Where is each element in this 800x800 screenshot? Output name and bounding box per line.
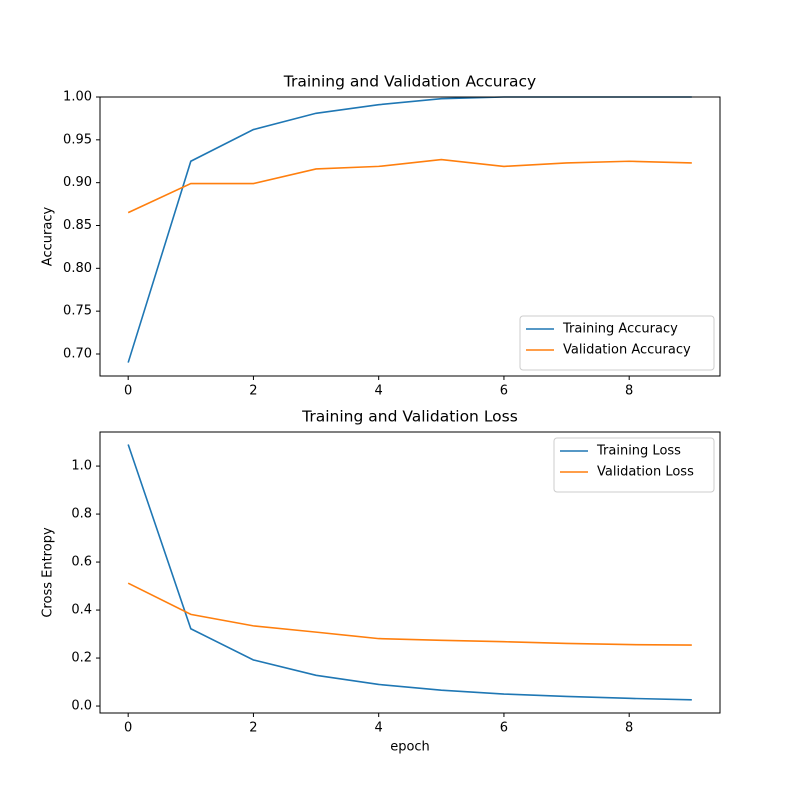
y-axis-label: Accuracy xyxy=(41,207,56,267)
x-tick-label: 4 xyxy=(375,384,383,399)
y-tick-label: 0.6 xyxy=(71,555,92,570)
y-tick-label: 0.90 xyxy=(63,175,92,190)
plot-frame xyxy=(99,431,721,714)
y-tick-label: 0.75 xyxy=(63,304,92,319)
x-tick-label: 6 xyxy=(500,384,508,399)
y-tick-label: 1.0 xyxy=(71,459,92,474)
legend-label: Training Loss xyxy=(596,444,681,459)
y-tick-label: 0.4 xyxy=(71,603,92,618)
plot-frame xyxy=(99,96,721,377)
x-tick-label: 0 xyxy=(124,721,132,736)
x-tick-label: 2 xyxy=(249,384,257,399)
y-tick-label: 0.0 xyxy=(71,699,92,714)
x-axis-label: epoch xyxy=(390,740,430,755)
legend-box xyxy=(553,437,715,493)
chart-title: Training and Validation Accuracy xyxy=(283,73,536,91)
x-tick-label: 6 xyxy=(500,721,508,736)
x-tick-label: 8 xyxy=(625,721,633,736)
data-line xyxy=(127,158,692,214)
data-line xyxy=(127,444,692,701)
legend-box xyxy=(519,315,715,371)
y-tick-label: 0.70 xyxy=(63,346,92,361)
x-tick-label: 0 xyxy=(124,384,132,399)
data-line xyxy=(127,582,692,646)
legend-label: Validation Loss xyxy=(597,465,694,480)
x-tick-label: 2 xyxy=(249,721,257,736)
x-tick-label: 4 xyxy=(375,721,383,736)
y-tick-label: 0.85 xyxy=(63,218,92,233)
y-tick-label: 0.80 xyxy=(63,261,92,276)
legend-label: Validation Accuracy xyxy=(563,343,691,358)
y-axis-label: Cross Entropy xyxy=(41,527,56,618)
x-tick-label: 8 xyxy=(625,384,633,399)
y-tick-label: 0.8 xyxy=(71,507,92,522)
y-tick-label: 1.00 xyxy=(63,90,92,105)
chart-title: Training and Validation Loss xyxy=(301,408,518,426)
legend-label: Training Accuracy xyxy=(562,322,678,337)
y-tick-label: 0.2 xyxy=(71,651,92,666)
y-tick-label: 0.95 xyxy=(63,132,92,147)
